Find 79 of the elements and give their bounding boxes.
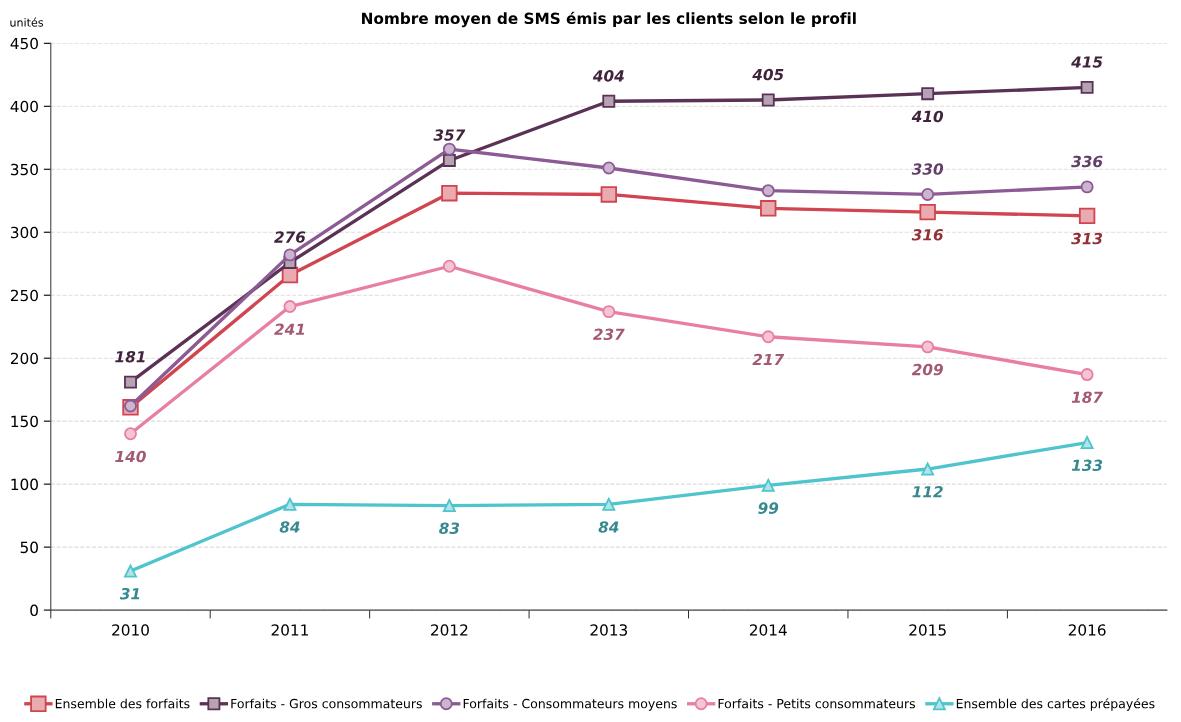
point — [761, 93, 775, 107]
y-tick-label: 100 — [11, 478, 38, 491]
point — [1080, 80, 1094, 94]
data-label: 84 — [598, 521, 619, 533]
legend-label: Ensemble des cartes prépayées — [956, 698, 1155, 711]
point — [921, 187, 935, 201]
legend-label: Forfaits - Petits consommateurs — [718, 698, 916, 709]
data-label: 276 — [274, 231, 306, 243]
point — [921, 462, 935, 476]
chart-title: Nombre moyen de SMS émis par les clients selon le profil — [362, 11, 856, 28]
point — [124, 564, 137, 578]
data-label: 316 — [911, 229, 944, 241]
x-tick-label: 2013 — [590, 624, 628, 636]
y-tick-label: 250 — [10, 289, 38, 302]
legend-label: Forfaits - Consommateurs moyens — [463, 698, 677, 711]
point — [602, 497, 616, 511]
data-label: 217 — [752, 353, 785, 366]
point — [1080, 436, 1094, 450]
data-label: 99 — [758, 502, 779, 514]
y-axis-title: unités — [10, 17, 44, 27]
point — [1080, 368, 1094, 382]
y-tick-label: 0 — [30, 604, 38, 617]
point — [600, 186, 618, 203]
y-tick-label: 350 — [10, 163, 38, 176]
data-label: 140 — [115, 450, 146, 463]
point — [283, 248, 297, 262]
data-label: 181 — [115, 350, 145, 363]
point — [1078, 207, 1096, 225]
data-label: 357 — [433, 129, 466, 141]
x-tick-label: 2010 — [112, 624, 149, 636]
data-label: 31 — [119, 587, 140, 600]
point — [124, 427, 137, 441]
y-tick-label: 150 — [11, 415, 38, 428]
point — [283, 497, 297, 511]
point — [761, 478, 775, 492]
data-label: 187 — [1071, 391, 1104, 404]
y-tick-label: 300 — [10, 226, 38, 239]
point — [760, 200, 777, 217]
point — [761, 330, 775, 344]
legend-label: Ensemble des forfaits — [55, 698, 190, 709]
point — [442, 499, 456, 513]
data-label: 84 — [279, 521, 300, 533]
data-label: 405 — [752, 68, 784, 81]
point — [441, 185, 458, 202]
point — [442, 259, 456, 273]
point — [919, 203, 936, 221]
point — [283, 300, 297, 314]
y-tick-label: 50 — [20, 541, 38, 554]
point — [442, 153, 456, 167]
point — [602, 161, 616, 175]
data-label: 209 — [911, 363, 943, 376]
data-label: 415 — [1071, 56, 1103, 68]
point — [602, 94, 616, 108]
point — [921, 87, 935, 101]
point — [602, 305, 616, 319]
data-label: 336 — [1071, 155, 1103, 168]
point — [761, 184, 775, 198]
x-tick-label: 2011 — [271, 624, 308, 636]
data-label: 410 — [911, 110, 944, 123]
data-label: 112 — [912, 485, 943, 498]
data-label: 313 — [1071, 232, 1103, 245]
x-tick-label: 2016 — [1068, 624, 1106, 636]
data-label: 133 — [1071, 459, 1103, 472]
point — [1080, 180, 1094, 194]
y-tick-label: 400 — [10, 100, 38, 113]
x-tick-label: 2015 — [909, 624, 946, 636]
point — [921, 340, 935, 354]
point — [442, 142, 456, 156]
y-tick-label: 200 — [10, 352, 38, 365]
data-label: 404 — [592, 70, 624, 82]
data-label: 237 — [592, 328, 625, 341]
x-tick-label: 2014 — [749, 624, 787, 636]
point — [124, 375, 137, 389]
y-tick-label: 450 — [10, 37, 38, 50]
data-label: 83 — [439, 522, 460, 535]
x-tick-label: 2012 — [431, 624, 468, 636]
data-label: 241 — [274, 323, 305, 335]
data-label: 330 — [911, 163, 944, 175]
legend-label: Forfaits - Gros consommateurs — [231, 698, 422, 709]
